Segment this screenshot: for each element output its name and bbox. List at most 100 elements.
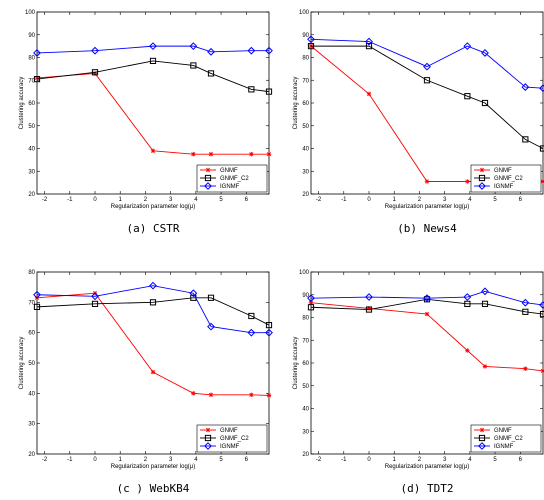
- x-tick-label: 6: [519, 457, 523, 463]
- legend: GNMF GNMF_C2 IGNMF: [470, 164, 542, 193]
- data-point-gnmf_c2: [464, 93, 471, 100]
- y-tick-label: 100: [299, 270, 310, 276]
- chart-panel-b: 20 30 40 50 60 70 80 90 100 -2 -1 0 1 2 3 4 5 6 Regulariza…: [293, 10, 544, 235]
- y-axis-label: Clustering accuracy: [293, 337, 299, 390]
- y-tick-label: 70: [302, 78, 309, 84]
- y-tick-label: 60: [28, 331, 35, 337]
- series-line-ignmf: [36, 285, 269, 334]
- legend-marker: [204, 174, 212, 182]
- legend-label: IGNMF: [220, 184, 240, 190]
- x-tick-label: 0: [367, 457, 371, 463]
- data-point-ignmf: [521, 83, 530, 91]
- data-point-gnmf_c2: [423, 77, 431, 84]
- x-tick-label: 2: [418, 457, 422, 463]
- chart-panel-c: 20 30 40 50 60 70 80 -2 -1 0 1 2 3 4 5 6 Regularization …: [19, 270, 273, 495]
- data-point-ignmf: [189, 42, 198, 51]
- y-tick-label: 70: [302, 338, 309, 344]
- legend-label: GNMF: [494, 168, 512, 174]
- y-tick-label: 80: [302, 316, 309, 322]
- data-point-gnmf: [208, 392, 214, 398]
- data-point-ignmf: [247, 46, 256, 55]
- y-tick-label: 30: [302, 429, 309, 435]
- data-point-gnmf_c2: [522, 308, 529, 315]
- legend-marker: [479, 427, 485, 433]
- x-tick-label: -1: [67, 197, 73, 203]
- data-point-ignmf: [307, 35, 315, 44]
- y-tick-label: 30: [28, 169, 35, 175]
- y-tick-label: 80: [28, 56, 35, 62]
- legend-label: GNMF_C2: [494, 176, 523, 182]
- x-tick-label: 2: [144, 197, 148, 203]
- legend: GNMF GNMF_C2 IGNMF: [196, 164, 268, 193]
- data-point-ignmf: [365, 293, 373, 301]
- data-point-ignmf: [539, 84, 544, 93]
- x-tick-label: -1: [341, 457, 347, 463]
- data-point-gnmf_c2: [464, 300, 471, 307]
- panel-caption: (a) CSTR: [127, 222, 180, 235]
- data-point-ignmf: [91, 46, 99, 55]
- y-axis-label: Clustering accuracy: [19, 337, 25, 390]
- legend: GNMF GNMF_C2 IGNMF: [196, 424, 268, 453]
- data-point-gnmf: [465, 348, 470, 353]
- y-tick-label: 70: [28, 300, 35, 306]
- data-point-gnmf_c2: [33, 303, 41, 310]
- y-tick-label: 40: [28, 147, 35, 153]
- data-point-gnmf_c2: [307, 304, 315, 311]
- x-tick-label: 6: [245, 457, 249, 463]
- series-line-gnmf_c2: [36, 297, 270, 326]
- legend-marker: [478, 174, 486, 182]
- data-point-gnmf: [366, 91, 372, 97]
- data-point-ignmf: [207, 322, 215, 331]
- legend-label: GNMF: [220, 168, 238, 174]
- x-axis-label: Regularization parameter log(μ): [111, 464, 196, 470]
- legend-marker: [205, 427, 211, 433]
- x-tick-label: 4: [468, 457, 472, 463]
- legend-label: GNMF_C2: [220, 436, 249, 442]
- x-tick-label: -2: [316, 197, 322, 203]
- data-point-gnmf: [424, 311, 430, 317]
- data-point-gnmf: [208, 151, 214, 157]
- x-axis-label: Regularization parameter log(μ): [385, 204, 470, 210]
- data-point-gnmf_c2: [539, 310, 544, 318]
- x-tick-label: 0: [93, 457, 97, 463]
- data-point-gnmf: [366, 306, 372, 311]
- y-tick-label: 50: [302, 384, 309, 390]
- y-tick-label: 20: [302, 452, 309, 458]
- x-tick-label: 1: [393, 457, 397, 463]
- data-point-gnmf_c2: [481, 300, 489, 307]
- data-point-gnmf_c2: [248, 312, 255, 320]
- y-tick-label: 50: [302, 124, 309, 130]
- y-tick-label: 20: [28, 452, 35, 458]
- y-tick-label: 60: [28, 101, 35, 107]
- x-tick-label: 0: [93, 197, 97, 203]
- chart-panel-a: 20 30 40 50 60 70 80 90 100 -2 -1 0 1 2 3 4 5 6 Regulariza…: [19, 10, 273, 235]
- y-tick-label: 40: [302, 407, 309, 413]
- y-tick-label: 30: [302, 169, 309, 175]
- series-line-ignmf: [310, 38, 544, 89]
- data-point-ignmf: [265, 328, 273, 337]
- x-tick-label: 5: [219, 457, 223, 463]
- data-point-gnmf: [465, 179, 470, 184]
- legend-label: IGNMF: [494, 444, 514, 450]
- data-point-gnmf_c2: [149, 57, 157, 65]
- data-point-ignmf: [521, 298, 530, 307]
- data-point-gnmf_c2: [190, 62, 197, 69]
- data-point-ignmf: [481, 287, 489, 296]
- y-tick-label: 20: [28, 192, 35, 198]
- y-tick-label: 60: [302, 101, 309, 107]
- data-point-ignmf: [463, 42, 472, 51]
- legend-label: IGNMF: [220, 444, 240, 450]
- panel-caption: (b) News4: [397, 222, 457, 235]
- y-tick-label: 30: [28, 422, 35, 428]
- data-point-ignmf: [149, 281, 157, 290]
- x-tick-label: 3: [443, 457, 447, 463]
- data-point-gnmf_c2: [265, 321, 273, 329]
- data-point-gnmf_c2: [365, 43, 373, 50]
- series-line-gnmf_c2: [311, 45, 544, 149]
- legend-label: IGNMF: [494, 184, 514, 190]
- data-point-gnmf: [249, 392, 254, 398]
- x-tick-label: 5: [493, 457, 497, 463]
- data-point-gnmf_c2: [91, 300, 99, 307]
- data-point-gnmf_c2: [248, 86, 255, 93]
